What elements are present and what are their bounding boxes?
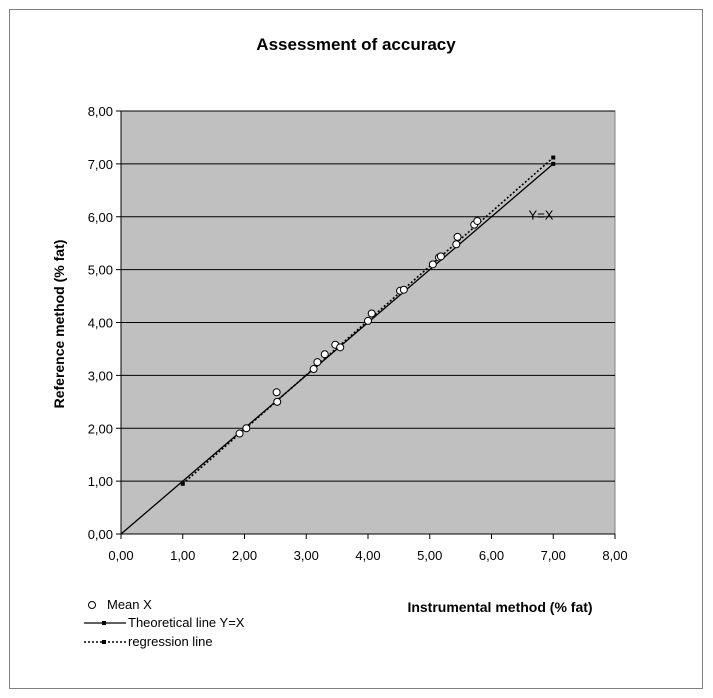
y-tick-label: 2,00: [88, 421, 113, 436]
legend-label-regression: regression line: [128, 634, 213, 649]
x-tick-label: 3,00: [294, 548, 319, 563]
data-point: [313, 358, 322, 367]
data-point: [273, 397, 282, 406]
legend-marker-theoretical: [102, 621, 106, 625]
y-tick-label: 7,00: [88, 157, 113, 172]
data-point: [452, 240, 461, 249]
data-point: [428, 260, 437, 269]
annotation-label: Y=X: [529, 207, 554, 222]
data-point: [436, 252, 445, 261]
y-tick-label: 8,00: [88, 104, 113, 119]
y-axis-title: Reference method (% fat): [51, 240, 67, 409]
y-tick-label: 0,00: [88, 527, 113, 542]
data-point: [453, 232, 462, 241]
x-tick-label: 0,00: [108, 548, 133, 563]
plot-area-group: 0,00 1,00 2,00 3,00 4,00 5,00 6,00 7,00 8,00 0,00…: [88, 104, 628, 563]
data-point: [309, 365, 318, 374]
theoretical-line-end-marker: [551, 161, 556, 166]
data-point: [399, 285, 408, 294]
data-point: [320, 350, 329, 359]
data-point: [272, 388, 281, 397]
legend-marker-regression: [102, 640, 106, 644]
x-tick-label: 6,00: [479, 548, 504, 563]
x-tick-label: 1,00: [170, 548, 195, 563]
legend-marker-mean-x: [88, 601, 96, 609]
data-point: [336, 343, 345, 352]
x-tick-label: 8,00: [602, 548, 627, 563]
x-axis-title: Instrumental method (% fat): [407, 599, 592, 615]
x-tick-label: 5,00: [417, 548, 442, 563]
data-point: [235, 429, 244, 438]
data-point: [367, 309, 376, 318]
data-point: [242, 424, 251, 433]
legend-label-mean-x: Mean X: [107, 597, 152, 612]
y-tick-label: 4,00: [88, 316, 113, 331]
regression-line-start-marker: [180, 481, 185, 486]
chart-title: Assessment of accuracy: [256, 35, 456, 54]
y-tick-label: 1,00: [88, 474, 113, 489]
data-point: [473, 216, 482, 225]
regression-line-end-marker: [551, 155, 556, 160]
data-point: [364, 316, 372, 325]
x-tick-label: 7,00: [541, 548, 566, 563]
y-tick-label: 5,00: [88, 263, 113, 278]
legend-label-theoretical: Theoretical line Y=X: [128, 615, 245, 630]
x-tick-label: 4,00: [355, 548, 380, 563]
y-tick-label: 6,00: [88, 210, 113, 225]
legend: Mean X Theoretical line Y=X regression l…: [84, 597, 245, 649]
x-tick-label: 2,00: [232, 548, 257, 563]
y-tick-label: 3,00: [88, 368, 113, 383]
